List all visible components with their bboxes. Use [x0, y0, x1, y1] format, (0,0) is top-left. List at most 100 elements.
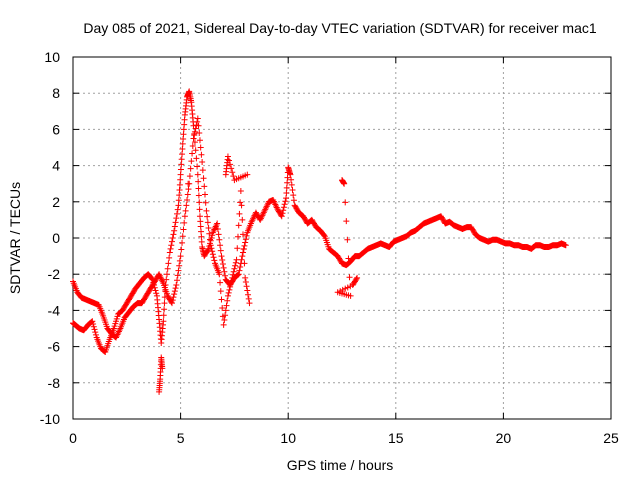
data-point [163, 276, 170, 283]
data-point [161, 306, 168, 313]
data-point [183, 96, 190, 103]
data-point [197, 218, 204, 225]
data-point [286, 170, 293, 177]
data-point [218, 253, 225, 260]
data-point [171, 291, 178, 298]
data-point [237, 263, 244, 270]
data-point [220, 264, 227, 271]
data-point [242, 239, 249, 246]
data-point [160, 312, 167, 319]
data-point [221, 268, 228, 275]
data-point [239, 253, 246, 260]
data-point [210, 254, 217, 261]
data-point [280, 207, 287, 214]
data-point [196, 130, 203, 137]
data-point [237, 199, 244, 206]
data-point [311, 221, 318, 228]
data-point [340, 180, 347, 187]
data-point [219, 257, 226, 264]
data-point [172, 285, 179, 292]
data-point [240, 231, 247, 238]
data-point [181, 219, 188, 226]
data-point [177, 171, 184, 178]
data-point [196, 213, 203, 220]
data-point [239, 216, 246, 223]
data-point [245, 295, 252, 302]
data-point [178, 156, 185, 163]
data-point [91, 326, 98, 333]
data-point [186, 173, 193, 180]
data-point [176, 181, 183, 188]
data-point [171, 288, 178, 295]
data-point [229, 271, 236, 278]
data-point [168, 242, 175, 249]
data-point [216, 236, 223, 243]
data-point [206, 230, 213, 237]
x-tick-label: 5 [177, 430, 185, 446]
data-point [180, 226, 187, 233]
data-point [195, 178, 202, 185]
data-point [232, 259, 239, 266]
data-point [174, 210, 181, 217]
data-point [234, 271, 241, 278]
data-point [217, 288, 224, 295]
data-point [171, 227, 178, 234]
data-point [191, 132, 198, 139]
data-point [226, 286, 233, 293]
y-tick-label: -8 [48, 375, 61, 391]
data-point [290, 197, 297, 204]
data-point [152, 287, 159, 294]
data-point [290, 192, 297, 199]
data-point [87, 320, 94, 327]
data-point [246, 300, 253, 307]
data-point [281, 201, 288, 208]
data-point [213, 222, 220, 229]
data-point [243, 283, 250, 290]
data-point [227, 161, 234, 168]
grid-lines [73, 57, 611, 419]
y-tick-label: -10 [40, 411, 60, 427]
data-point [344, 284, 351, 291]
data-point [222, 312, 229, 319]
data-point [207, 236, 214, 243]
data-point [230, 268, 237, 275]
data-point [223, 302, 230, 309]
y-tick-label: 0 [52, 230, 60, 246]
data-point [234, 233, 241, 240]
data-point [201, 191, 208, 198]
x-tick-label: 0 [69, 430, 77, 446]
data-point [105, 338, 112, 345]
data-point [194, 118, 201, 125]
data-point [207, 242, 214, 249]
data-point [194, 115, 201, 122]
data-point [195, 185, 202, 192]
data-point [240, 245, 247, 252]
data-point [294, 207, 301, 214]
data-point [209, 248, 216, 255]
data-point [204, 219, 211, 226]
data-point [179, 233, 186, 240]
data-point [229, 169, 236, 176]
data-point [242, 274, 249, 281]
data-point [150, 280, 157, 287]
data-point [284, 179, 291, 186]
data-point [298, 211, 305, 218]
data-point [344, 236, 351, 243]
data-point [283, 190, 290, 197]
data-point [181, 116, 188, 123]
data-point [242, 279, 249, 286]
data-point [288, 176, 295, 183]
data-point [325, 243, 332, 250]
data-point [222, 272, 229, 279]
data-point [194, 163, 201, 170]
data-point [181, 213, 188, 220]
data-point [170, 294, 177, 301]
data-point [92, 329, 99, 336]
data-point [166, 254, 173, 261]
data-point [204, 247, 211, 254]
data-point [114, 313, 121, 320]
data-point [288, 181, 295, 188]
data-point [217, 279, 224, 286]
data-point [215, 269, 222, 276]
data-point [283, 195, 290, 202]
